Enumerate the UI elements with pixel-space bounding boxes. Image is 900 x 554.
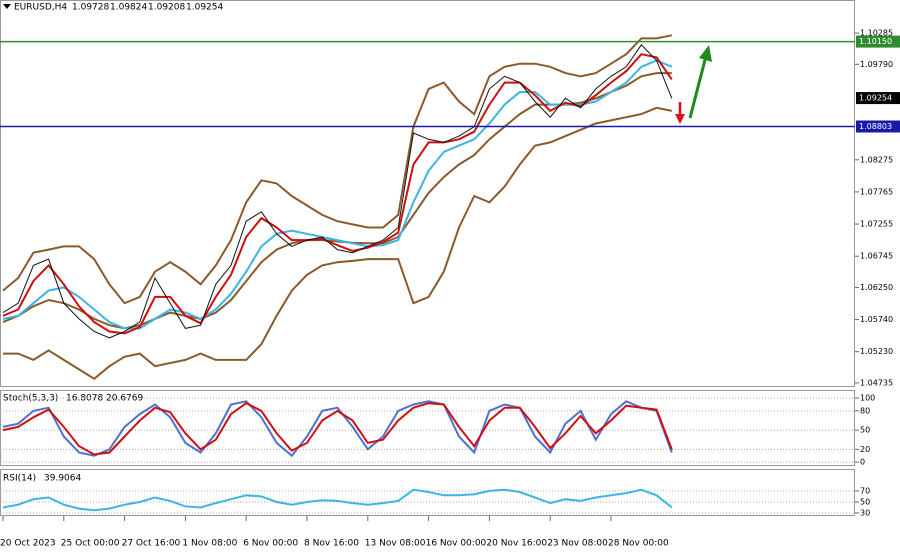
- series-line: [2, 44, 673, 339]
- up-arrow: [688, 45, 712, 119]
- main-pane: [0, 0, 855, 387]
- stoch-pane: [0, 390, 855, 466]
- x-tick-label: 28 Nov 00:00: [608, 539, 669, 549]
- level-box: [856, 120, 900, 133]
- price-box: [856, 92, 900, 105]
- y-tick-label: 100: [860, 394, 875, 403]
- x-tick-label: 27 Oct 16:00: [122, 539, 181, 549]
- price-label: 1.09254: [859, 94, 892, 103]
- symbol-marker: [3, 4, 11, 9]
- series-line: [2, 53, 673, 335]
- level-box: [856, 35, 900, 48]
- y-tick-label: 1.07255: [860, 220, 893, 229]
- y-tick-label: 1.05740: [860, 315, 893, 324]
- y-tick-label: 1.06745: [860, 252, 893, 261]
- series-line: [3, 106, 672, 381]
- down-arrow: [675, 102, 685, 124]
- low: 1.09208: [148, 3, 185, 13]
- level-label: 1.08803: [859, 122, 892, 131]
- y-tick-label: 1.07765: [860, 187, 893, 196]
- open: 1.09728: [72, 3, 109, 13]
- y-tick-label: 20: [860, 445, 870, 454]
- y-tick-label: 50: [860, 497, 870, 506]
- y-tick-label: 50: [860, 426, 870, 435]
- rsi-pane: [0, 469, 855, 516]
- series-line: [2, 488, 673, 512]
- stoch-signal: 20.6769: [106, 394, 143, 404]
- y-tick-label: 30: [860, 508, 870, 517]
- close: 1.09254: [186, 3, 223, 13]
- y-tick-label: 1.08275: [860, 155, 893, 164]
- x-tick-label: 23 Nov 08:00: [547, 539, 608, 549]
- x-tick-label: 8 Nov 16:00: [304, 539, 359, 549]
- symbol: EURUSD,H4: [14, 3, 67, 13]
- x-tick-label: 1 Nov 08:00: [182, 539, 237, 549]
- series-line: [2, 34, 672, 305]
- high: 1.09824: [110, 3, 147, 13]
- rsi-value: 39.9064: [44, 474, 81, 484]
- x-tick-label: 13 Nov 08:00: [365, 539, 426, 549]
- y-tick-label: 0: [860, 458, 865, 467]
- series-line: [2, 402, 673, 456]
- x-tick-label: 16 Nov 00:00: [426, 539, 487, 549]
- rsi-label: RSI(14): [3, 474, 36, 484]
- x-tick-label: 25 Oct 00:00: [61, 539, 120, 549]
- y-tick-label: 1.06250: [860, 283, 893, 292]
- y-tick-label: 1.05230: [860, 347, 893, 356]
- y-tick-label: 80: [860, 406, 870, 415]
- x-tick-label: 20 Oct 2023: [0, 539, 56, 549]
- level-label: 1.10150: [859, 37, 892, 46]
- x-tick-label: 20 Nov 16:00: [486, 539, 547, 549]
- y-tick-label: 1.04735: [860, 378, 893, 387]
- x-tick-label: 6 Nov 00:00: [243, 539, 298, 549]
- y-tick-label: 70: [860, 486, 870, 495]
- series-line: [2, 400, 673, 458]
- y-tick-label: 1.10285: [860, 29, 893, 38]
- y-tick-label: 1.09790: [860, 60, 893, 69]
